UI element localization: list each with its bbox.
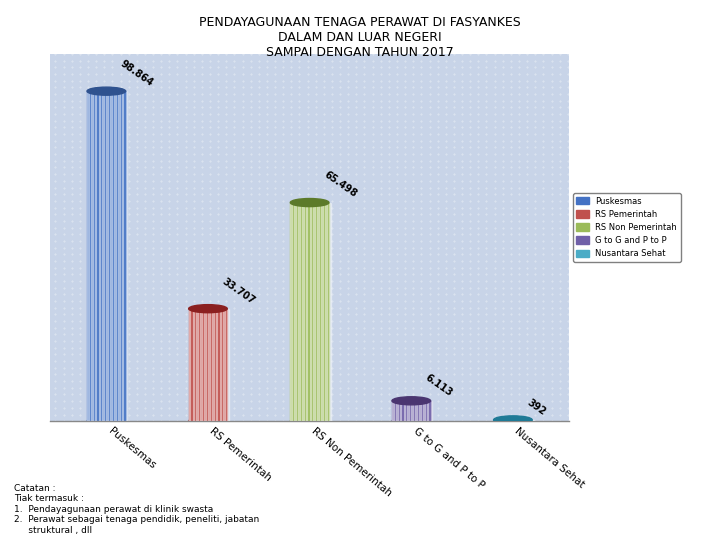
Bar [403, 401, 405, 421]
Bar [321, 202, 323, 421]
Bar [431, 401, 432, 421]
Bar [204, 309, 206, 421]
Bar [427, 401, 428, 421]
Text: PENDAYAGUNAAN TENAGA PERAWAT DI FASYANKES
DALAM DAN LUAR NEGERI
SAMPAI DENGAN TA: PENDAYAGUNAAN TENAGA PERAWAT DI FASYANKE… [199, 16, 521, 59]
Bar [192, 309, 194, 421]
Bar [498, 420, 499, 421]
Bar [392, 401, 394, 421]
Bar [494, 420, 495, 421]
Bar [532, 420, 534, 421]
Bar [107, 91, 108, 421]
Ellipse shape [494, 416, 532, 424]
Bar [419, 401, 420, 421]
Bar [189, 309, 228, 421]
Bar [114, 91, 116, 421]
Text: 6.113: 6.113 [423, 372, 454, 398]
Bar [95, 91, 96, 421]
Bar [290, 202, 329, 421]
Ellipse shape [494, 417, 532, 425]
Bar [505, 420, 507, 421]
Bar [91, 91, 93, 421]
Text: 65.498: 65.498 [322, 170, 359, 200]
Ellipse shape [392, 417, 431, 425]
Bar [290, 202, 292, 421]
Bar [501, 420, 503, 421]
Bar [87, 91, 125, 421]
Ellipse shape [392, 397, 431, 405]
Bar [408, 401, 409, 421]
Bar [208, 309, 210, 421]
Bar [313, 202, 315, 421]
Bar [509, 420, 510, 421]
Text: Catatan :
Tiak termasuk :
1.  Pendayagunaan perawat di klinik swasta
2.  Perawat: Catatan : Tiak termasuk : 1. Pendayaguna… [14, 484, 260, 535]
Bar [294, 202, 296, 421]
Bar [122, 91, 124, 421]
Text: 392: 392 [525, 397, 547, 417]
Ellipse shape [290, 199, 329, 207]
Bar [189, 309, 190, 421]
Bar [392, 401, 431, 421]
Bar [517, 420, 518, 421]
Bar [110, 91, 112, 421]
Bar [524, 420, 526, 421]
Bar [306, 202, 307, 421]
Bar [423, 401, 425, 421]
Text: 33.707: 33.707 [220, 276, 256, 306]
Bar [400, 401, 401, 421]
Bar [521, 420, 522, 421]
Ellipse shape [290, 417, 329, 425]
Bar [318, 202, 319, 421]
Bar [513, 420, 515, 421]
Bar [411, 401, 413, 421]
Bar [197, 309, 198, 421]
Text: 98.864: 98.864 [119, 58, 156, 88]
Bar [200, 309, 202, 421]
Bar [118, 91, 120, 421]
Ellipse shape [189, 305, 228, 313]
Ellipse shape [87, 87, 125, 95]
Bar [396, 401, 397, 421]
Legend: Puskesmas, RS Pemerintah, RS Non Pemerintah, G to G and P to P, Nusantara Sehat: Puskesmas, RS Pemerintah, RS Non Pemerin… [573, 193, 680, 261]
Bar [87, 91, 89, 421]
Bar [415, 401, 417, 421]
Bar [216, 309, 217, 421]
Bar [325, 202, 327, 421]
Bar [102, 91, 104, 421]
Bar [298, 202, 300, 421]
Bar [302, 202, 304, 421]
Bar [223, 309, 225, 421]
Bar [99, 91, 100, 421]
Ellipse shape [87, 417, 125, 425]
Bar [528, 420, 530, 421]
Bar [212, 309, 214, 421]
Bar [329, 202, 330, 421]
Bar [310, 202, 311, 421]
Bar [125, 91, 127, 421]
Bar [494, 420, 532, 421]
Bar [220, 309, 221, 421]
Bar [228, 309, 229, 421]
Ellipse shape [189, 417, 228, 425]
